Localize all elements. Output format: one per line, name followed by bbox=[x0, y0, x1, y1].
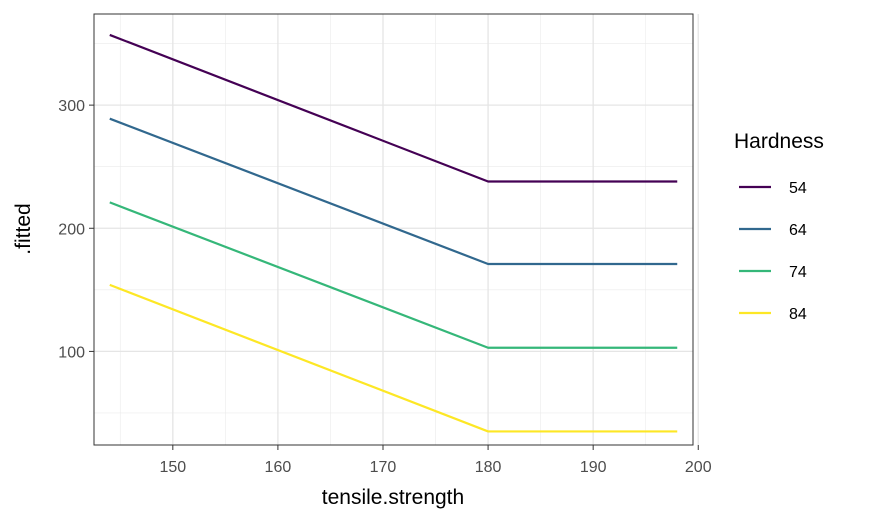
x-axis: 150 160 170 180 190 200 bbox=[159, 445, 712, 476]
y-tick-label: 200 bbox=[58, 221, 85, 238]
y-tick-label: 100 bbox=[58, 344, 85, 361]
legend: Hardness 54 64 74 84 bbox=[734, 130, 824, 323]
x-tick-label: 150 bbox=[159, 459, 186, 476]
legend-title: Hardness bbox=[734, 130, 824, 153]
panel-border bbox=[93, 13, 694, 446]
series-lines bbox=[109, 33, 678, 433]
legend-label-54: 54 bbox=[789, 180, 807, 197]
x-tick-label: 180 bbox=[475, 459, 502, 476]
legend-label-64: 64 bbox=[789, 222, 807, 239]
y-tick-label: 300 bbox=[58, 98, 85, 115]
x-tick-label: 160 bbox=[265, 459, 292, 476]
series-line-74 bbox=[109, 201, 678, 349]
series-line-64 bbox=[109, 117, 678, 266]
legend-label-84: 84 bbox=[789, 306, 807, 323]
x-tick-label: 170 bbox=[370, 459, 397, 476]
x-tick-label: 200 bbox=[685, 459, 712, 476]
series-line-54 bbox=[109, 33, 678, 183]
legend-label-74: 74 bbox=[789, 264, 807, 281]
x-axis-title: tensile.strength bbox=[322, 486, 464, 509]
y-axis: 100 200 300 bbox=[58, 98, 94, 361]
series-line-84 bbox=[109, 283, 678, 433]
y-axis-title: .fitted bbox=[12, 203, 35, 254]
panel-background bbox=[94, 14, 693, 445]
x-tick-label: 190 bbox=[580, 459, 607, 476]
